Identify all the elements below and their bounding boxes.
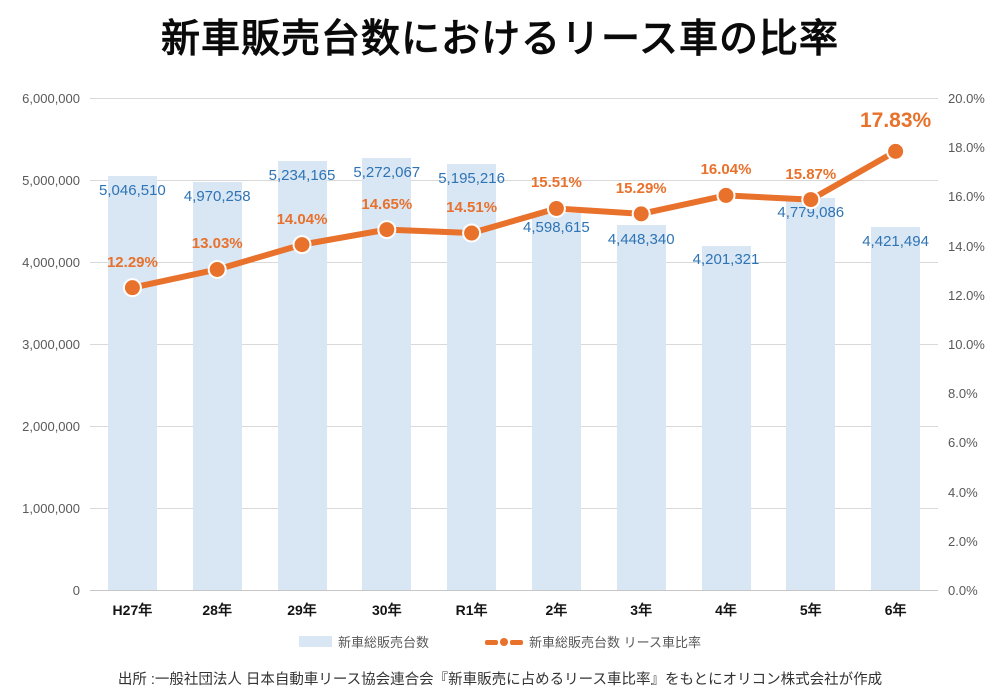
line-marker <box>207 259 227 279</box>
legend-label-bars: 新車総販売台数 <box>338 635 430 650</box>
legend: 新車総販売台数 新車総販売台数 リース車比率 <box>0 632 1000 651</box>
line-marker <box>716 185 736 205</box>
line-percent-label: 12.29% <box>106 253 158 271</box>
x-axis-category-label: 29年 <box>287 602 317 618</box>
line-percent-label: 15.51% <box>530 174 582 192</box>
right-axis-tick-label: 18.0% <box>948 140 985 156</box>
gridline <box>90 425 938 427</box>
bar-value-label: 5,195,216 <box>438 169 505 187</box>
line-marker <box>631 204 651 224</box>
x-axis-category-label: 30年 <box>372 602 402 618</box>
x-axis-category-label: 28年 <box>202 602 232 618</box>
line-series-swatch-icon <box>485 636 524 648</box>
bar-total-sales <box>107 176 157 590</box>
line-marker <box>886 141 906 161</box>
legend-label-line: 新車総販売台数 リース車比率 <box>529 635 701 650</box>
gridline <box>90 179 938 181</box>
source-note: 出所 :一般社団法人 日本自動車リース協会連合会『新車販売に占めるリース車比率』… <box>117 672 883 688</box>
right-axis-tick-label: 0.0% <box>948 583 978 598</box>
gridline <box>90 261 938 263</box>
line-percent-label: 15.29% <box>615 179 667 197</box>
line-marker <box>546 198 566 218</box>
right-axis-tick-label: 10.0% <box>948 337 985 352</box>
chart-title: 新車販売台数におけるリース車の比率 <box>160 18 840 61</box>
bar-total-sales <box>192 182 242 590</box>
line-percent-label: 17.83% <box>859 109 932 133</box>
line-percent-label: 16.04% <box>700 161 752 179</box>
left-axis-tick-label: 0 <box>72 583 80 598</box>
legend-item-line: 新車総販売台数 リース車比率 <box>485 632 701 651</box>
bar-value-label: 5,046,510 <box>99 182 166 200</box>
plot-area: 5,046,510 4,970,258 5,234,165 5,272,067 5,19… <box>90 97 938 591</box>
bar-total-sales <box>701 245 751 590</box>
x-axis-category-label: 3年 <box>630 602 653 618</box>
gridline <box>90 343 938 345</box>
bar-total-sales <box>786 198 836 590</box>
right-axis-tick-label: 12.0% <box>948 287 985 303</box>
right-axis-tick-label: 20.0% <box>948 91 985 106</box>
line-percent-label: 13.03% <box>191 235 243 253</box>
gridline <box>90 507 938 509</box>
line-marker <box>377 220 397 240</box>
line-marker <box>292 235 312 255</box>
line-percent-label: 14.04% <box>276 210 328 228</box>
x-axis-category-label: 6年 <box>884 602 907 618</box>
bar-value-label: 4,421,494 <box>862 233 929 251</box>
x-axis-category-label: R1年 <box>455 602 488 618</box>
x-axis-category-label: 2年 <box>545 602 568 618</box>
legend-item-bars: 新車総販売台数 <box>299 632 429 651</box>
left-axis-tick-label: 5,000,000 <box>22 173 80 188</box>
right-axis-tick-label: 2.0% <box>948 533 978 549</box>
x-axis-category-label: 4年 <box>715 602 737 618</box>
bar-series-swatch-icon <box>299 636 332 647</box>
left-axis-tick-label: 6,000,000 <box>22 91 80 106</box>
line-percent-label: 14.65% <box>361 195 413 213</box>
right-axis-tick-label: 6.0% <box>948 435 978 451</box>
right-axis-tick-label: 14.0% <box>948 238 985 254</box>
left-axis-tick-label: 4,000,000 <box>22 255 80 270</box>
bar-value-label: 4,598,615 <box>523 218 590 236</box>
left-axis-tick-label: 3,000,000 <box>22 337 80 352</box>
right-axis-tick-label: 4.0% <box>948 484 978 500</box>
left-axis-tick-label: 2,000,000 <box>22 419 80 434</box>
line-percent-label: 15.87% <box>785 165 837 183</box>
bar-value-label: 5,234,165 <box>268 166 336 184</box>
line-marker <box>122 278 142 298</box>
lease-ratio-line <box>122 141 906 298</box>
x-axis-category-label: 5年 <box>799 602 822 618</box>
bar-total-sales <box>616 225 666 590</box>
bar-value-label: 4,779,086 <box>777 204 845 222</box>
bar-value-label: 4,201,321 <box>692 251 760 269</box>
right-axis-tick-label: 16.0% <box>948 189 985 205</box>
right-axis-tick-label: 8.0% <box>948 386 978 402</box>
x-axis-category-label: H27年 <box>112 602 153 618</box>
left-axis-tick-label: 1,000,000 <box>22 501 80 516</box>
bar-total-sales <box>277 160 327 590</box>
bar-total-sales <box>871 227 921 590</box>
line-percent-label: 14.51% <box>446 199 498 217</box>
bar-total-sales <box>531 212 581 590</box>
bar-value-label: 5,272,067 <box>353 163 421 181</box>
line-marker <box>462 223 482 243</box>
bar-value-label: 4,970,258 <box>183 188 251 206</box>
gridline <box>90 97 938 99</box>
line-marker <box>801 190 821 210</box>
bar-value-label: 4,448,340 <box>607 231 675 249</box>
gridline <box>90 589 938 591</box>
